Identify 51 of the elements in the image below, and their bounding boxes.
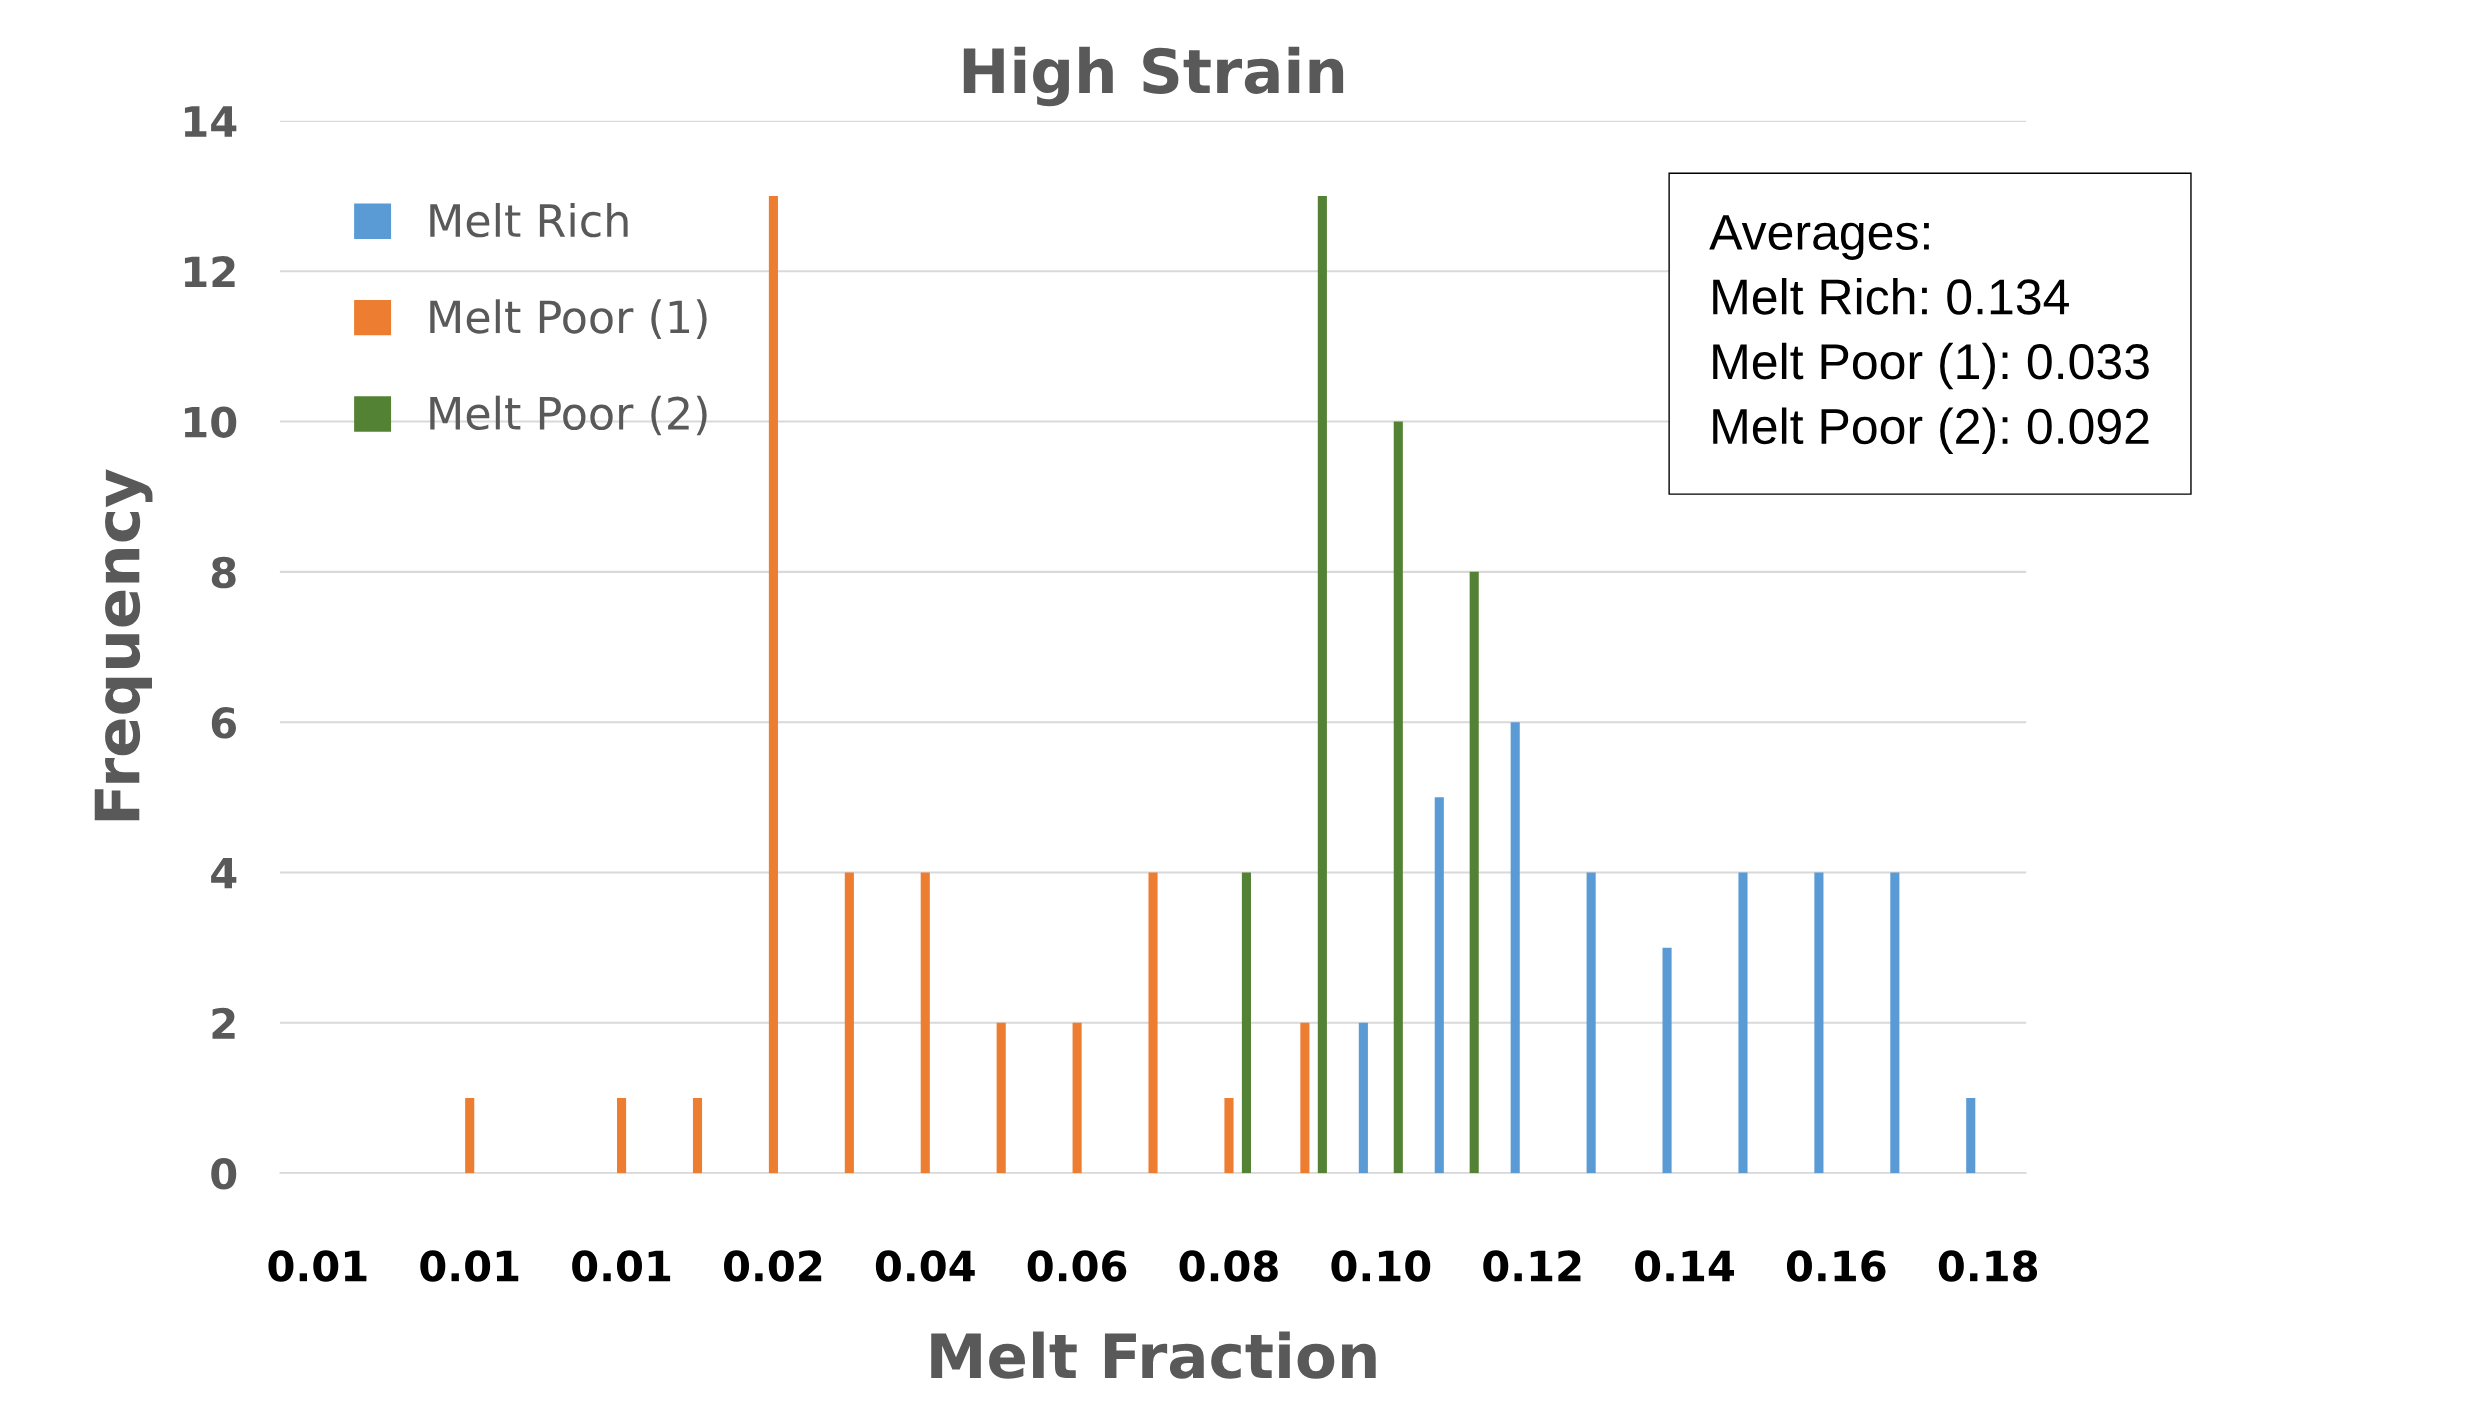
bar bbox=[1738, 872, 1748, 1174]
x-tick-label: 0.14 bbox=[1635, 1250, 1735, 1282]
x-tick-label: 0.10 bbox=[1331, 1250, 1431, 1282]
y-tick-label: 4 bbox=[211, 857, 237, 889]
bar bbox=[1966, 1097, 1976, 1174]
bar bbox=[1469, 571, 1479, 1174]
y-axis-title: Frequency bbox=[94, 469, 153, 821]
x-tick-label: 0.12 bbox=[1483, 1250, 1581, 1282]
y-tick-label: 14 bbox=[184, 106, 237, 137]
bar bbox=[920, 872, 930, 1174]
bar bbox=[1241, 872, 1251, 1174]
x-tick-label: 0.04 bbox=[875, 1250, 975, 1282]
y-tick-label: 0 bbox=[211, 1158, 237, 1190]
x-tick-label: 0.01 bbox=[268, 1250, 367, 1282]
x-tick-label: 0.01 bbox=[572, 1250, 671, 1282]
x-axis-title: Melt Fraction bbox=[931, 1331, 1376, 1379]
legend-label: Melt Poor (2) bbox=[430, 395, 707, 436]
bar bbox=[1358, 1022, 1368, 1174]
bar bbox=[1317, 196, 1327, 1174]
bar bbox=[465, 1097, 475, 1174]
legend-label: Melt Poor (1) bbox=[430, 299, 707, 339]
bar bbox=[1662, 947, 1672, 1174]
bar bbox=[1148, 872, 1158, 1174]
y-tick-label: 2 bbox=[212, 1007, 235, 1039]
bar bbox=[692, 1097, 703, 1174]
chart-title: High Strain bbox=[963, 46, 1344, 107]
bar bbox=[1586, 872, 1596, 1174]
x-tick-label: 0.01 bbox=[420, 1250, 519, 1282]
bar bbox=[617, 1097, 627, 1174]
y-tick-label: 6 bbox=[211, 707, 236, 739]
bar bbox=[1300, 1022, 1310, 1174]
x-tick-label: 0.06 bbox=[1027, 1250, 1127, 1282]
bar bbox=[1510, 722, 1520, 1174]
bar bbox=[996, 1022, 1006, 1174]
x-tick-label: 0.16 bbox=[1786, 1250, 1886, 1282]
x-tick-label: 0.18 bbox=[1938, 1250, 2038, 1282]
y-tick-label: 12 bbox=[184, 256, 235, 288]
legend-label: Melt Rich bbox=[430, 202, 628, 238]
bar bbox=[1434, 797, 1444, 1174]
bar bbox=[1393, 421, 1403, 1174]
bar bbox=[1814, 872, 1824, 1174]
bar bbox=[1072, 1022, 1082, 1174]
x-tick-label: 0.08 bbox=[1179, 1250, 1278, 1282]
annotation: Averages: Melt Rich: 0.134 Melt Poor (1): 0.033 Melt Poor (2): 0.092 bbox=[1709, 215, 2149, 455]
x-tick-label: 0.02 bbox=[724, 1250, 822, 1282]
y-tick-label: 10 bbox=[184, 406, 237, 438]
bar bbox=[768, 196, 778, 1174]
bar bbox=[1890, 872, 1900, 1174]
bar bbox=[1224, 1097, 1234, 1174]
y-tick-label: 8 bbox=[211, 556, 236, 589]
bar bbox=[844, 872, 854, 1174]
